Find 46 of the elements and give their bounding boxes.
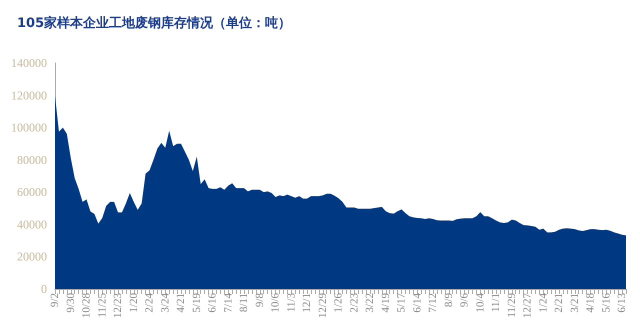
x-tick-label: 11/1: [490, 293, 502, 312]
x-tick-label: 2/24: [144, 292, 156, 313]
x-tick-label: 6/16: [206, 292, 219, 313]
x-tick-label: 8/9: [442, 292, 455, 308]
x-tick-label: 11/3: [285, 292, 298, 312]
x-tick-label: 10/6: [270, 292, 282, 313]
y-tick-label: 100000: [11, 120, 47, 135]
x-tick-label: 1/26: [332, 292, 345, 313]
x-tick-label: 6/14: [411, 292, 424, 313]
x-tick-label: 3/22: [364, 293, 376, 313]
x-tick-label: 9/6: [458, 292, 471, 308]
x-tick-label: 3/24: [159, 292, 172, 313]
chart-title: 105家样本企业工地废钢库存情况（单位：吨）: [17, 15, 292, 31]
x-tick-label: 4/18: [584, 292, 597, 313]
x-tick-label: 2/23: [348, 292, 360, 313]
x-tick-label: 11/29: [506, 292, 518, 318]
x-tick-label: 10/28: [80, 292, 93, 318]
x-tick-label: 1/24: [537, 292, 550, 313]
x-tick-label: 2/21: [553, 293, 566, 313]
y-tick-label: 120000: [11, 88, 47, 102]
x-tick-label: 1/20: [128, 292, 140, 313]
x-tick-label: 7/12: [427, 293, 440, 313]
x-tick-label: 5/16: [600, 292, 612, 313]
x-tick-label: 5/19: [190, 292, 203, 313]
y-tick-label: 0: [41, 282, 47, 296]
x-tick-label: 3/21: [568, 293, 581, 313]
x-tick-label: 4/21: [175, 293, 188, 313]
x-tick-label: 4/19: [380, 292, 392, 313]
x-tick-label: 9/2: [49, 293, 61, 308]
y-tick-label: 140000: [11, 56, 47, 70]
x-tick-label: 9/30: [64, 292, 77, 313]
y-tick-label: 60000: [17, 185, 47, 200]
x-tick-label: 12/27: [522, 292, 534, 318]
y-tick-label: 40000: [17, 217, 47, 232]
x-tick-label: 6/13: [616, 292, 628, 313]
x-tick-label: 12/1: [301, 293, 314, 313]
x-tick-label: 7/14: [222, 292, 234, 313]
x-tick-label: 12/29: [316, 292, 329, 318]
x-tick-label: 5/17: [396, 292, 408, 313]
y-tick-label: 80000: [17, 152, 47, 167]
y-tick-label: 20000: [17, 250, 47, 264]
x-tick-label: 11/25: [96, 292, 108, 318]
x-tick-label: 12/23: [112, 292, 124, 318]
x-tick-label: 8/11: [238, 293, 250, 312]
x-tick-label: 9/8: [254, 292, 266, 308]
x-tick-label: 10/4: [474, 292, 486, 313]
